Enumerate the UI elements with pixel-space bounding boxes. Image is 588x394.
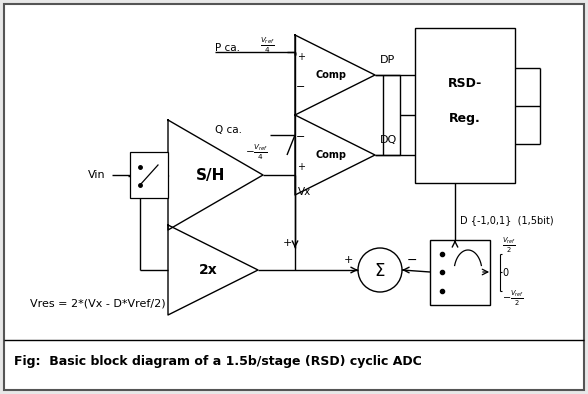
Text: −: − [296,82,306,92]
Text: RSD-: RSD- [448,76,482,89]
Text: DQ: DQ [380,135,397,145]
Text: 2x: 2x [199,263,218,277]
Text: +: + [297,52,305,62]
Text: Comp: Comp [316,150,346,160]
Text: $-\frac{V_{ref}}{2}$: $-\frac{V_{ref}}{2}$ [502,288,524,308]
Text: Σ: Σ [375,262,385,280]
Text: Fig:  Basic block diagram of a 1.5b/stage (RSD) cyclic ADC: Fig: Basic block diagram of a 1.5b/stage… [14,355,422,368]
Text: −: − [296,132,306,142]
Polygon shape [168,225,258,315]
Bar [130,152,168,198]
Text: $-\frac{V_{ref}}{4}$: $-\frac{V_{ref}}{4}$ [245,142,268,162]
Text: Vin: Vin [88,170,106,180]
Text: −: − [407,253,417,266]
Text: Vres = 2*(Vx - D*Vref/2): Vres = 2*(Vx - D*Vref/2) [30,298,166,308]
Text: DP: DP [380,55,395,65]
Text: +: + [297,162,305,172]
Text: 0: 0 [502,268,508,278]
Polygon shape [168,120,263,230]
Text: P ca.: P ca. [215,43,240,53]
Text: Reg.: Reg. [449,112,481,125]
Text: Q ca.: Q ca. [215,125,242,135]
Bar [430,240,490,305]
Polygon shape [295,115,375,195]
Text: +: + [343,255,353,265]
Polygon shape [295,35,375,115]
Text: S/H: S/H [196,167,225,182]
Text: D {-1,0,1}  (1,5bit): D {-1,0,1} (1,5bit) [460,215,554,225]
Text: $\frac{V_{ref}}{4}$: $\frac{V_{ref}}{4}$ [260,35,275,55]
Text: Comp: Comp [316,70,346,80]
Bar [415,28,515,183]
Text: Vx: Vx [298,187,311,197]
Text: +: + [282,238,292,248]
Circle shape [358,248,402,292]
Text: $\frac{V_{ref}}{2}$: $\frac{V_{ref}}{2}$ [502,235,516,255]
